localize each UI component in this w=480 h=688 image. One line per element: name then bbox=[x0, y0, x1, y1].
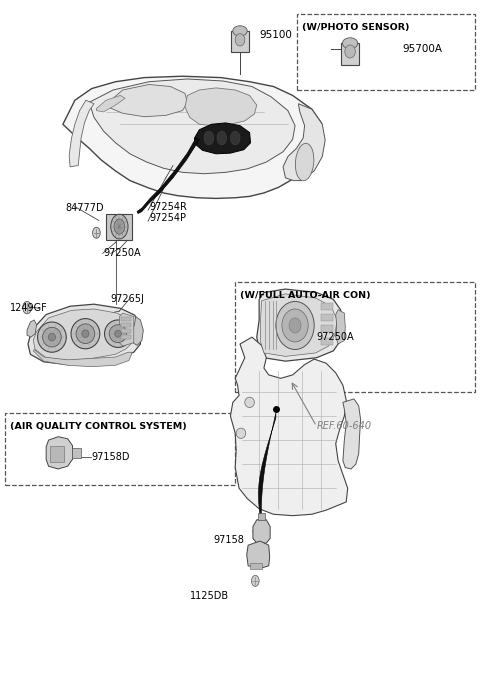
Text: (W/FULL AUTO-AIR CON): (W/FULL AUTO-AIR CON) bbox=[240, 291, 371, 300]
Ellipse shape bbox=[282, 309, 308, 342]
Polygon shape bbox=[69, 100, 94, 167]
Ellipse shape bbox=[235, 34, 245, 46]
Polygon shape bbox=[283, 104, 325, 180]
Bar bbox=[322, 314, 333, 321]
Polygon shape bbox=[33, 350, 132, 367]
Circle shape bbox=[93, 227, 100, 238]
Bar bbox=[121, 329, 131, 333]
Polygon shape bbox=[120, 313, 134, 346]
Ellipse shape bbox=[115, 330, 121, 337]
Bar bbox=[121, 316, 131, 321]
Bar bbox=[340, 43, 359, 65]
Bar bbox=[121, 335, 131, 339]
Bar bbox=[322, 338, 333, 345]
Polygon shape bbox=[185, 88, 257, 126]
Ellipse shape bbox=[48, 334, 56, 341]
Circle shape bbox=[111, 214, 128, 239]
Ellipse shape bbox=[43, 327, 61, 347]
Text: 97254R: 97254R bbox=[149, 202, 187, 212]
Polygon shape bbox=[343, 399, 360, 469]
Ellipse shape bbox=[276, 301, 314, 350]
Text: 1249GF: 1249GF bbox=[10, 303, 48, 313]
Circle shape bbox=[23, 301, 31, 314]
Text: 97250A: 97250A bbox=[317, 332, 354, 342]
Polygon shape bbox=[28, 304, 141, 365]
Bar bbox=[106, 213, 132, 239]
Bar bbox=[235, 282, 475, 392]
Polygon shape bbox=[27, 320, 36, 337]
Bar bbox=[72, 449, 81, 458]
Polygon shape bbox=[33, 309, 134, 361]
Polygon shape bbox=[253, 519, 270, 543]
Text: 1125DB: 1125DB bbox=[190, 591, 229, 601]
Text: 97250A: 97250A bbox=[104, 248, 141, 259]
Bar bbox=[5, 413, 235, 485]
Polygon shape bbox=[230, 337, 348, 515]
Polygon shape bbox=[257, 289, 343, 361]
Polygon shape bbox=[63, 76, 324, 198]
Ellipse shape bbox=[236, 428, 246, 438]
Polygon shape bbox=[137, 138, 199, 213]
Circle shape bbox=[252, 575, 259, 586]
Circle shape bbox=[230, 131, 240, 145]
Ellipse shape bbox=[233, 25, 247, 36]
Circle shape bbox=[114, 219, 125, 234]
Polygon shape bbox=[96, 96, 125, 112]
Text: 97158: 97158 bbox=[214, 535, 244, 545]
Ellipse shape bbox=[245, 397, 254, 407]
Text: 97158D: 97158D bbox=[92, 451, 130, 462]
Polygon shape bbox=[132, 316, 144, 345]
Text: 95100: 95100 bbox=[259, 30, 292, 40]
Ellipse shape bbox=[37, 322, 66, 352]
Polygon shape bbox=[336, 310, 345, 344]
Text: (W/PHOTO SENSOR): (W/PHOTO SENSOR) bbox=[302, 23, 410, 32]
Bar bbox=[258, 513, 265, 519]
Circle shape bbox=[217, 131, 227, 145]
Circle shape bbox=[204, 131, 214, 145]
Bar bbox=[322, 325, 333, 332]
Ellipse shape bbox=[105, 320, 132, 347]
Ellipse shape bbox=[71, 319, 100, 349]
Text: 84777D: 84777D bbox=[65, 203, 104, 213]
Ellipse shape bbox=[342, 38, 358, 49]
Ellipse shape bbox=[295, 143, 314, 181]
Polygon shape bbox=[194, 123, 251, 154]
Text: (AIR QUALITY CONTROL SYSTEM): (AIR QUALITY CONTROL SYSTEM) bbox=[10, 422, 187, 431]
Polygon shape bbox=[258, 413, 276, 530]
Text: 97254P: 97254P bbox=[149, 213, 186, 224]
Ellipse shape bbox=[82, 330, 89, 338]
Polygon shape bbox=[108, 85, 187, 117]
Text: 95700A: 95700A bbox=[403, 44, 443, 54]
Polygon shape bbox=[46, 437, 72, 469]
Text: 97265J: 97265J bbox=[111, 294, 144, 304]
Bar bbox=[298, 14, 475, 90]
Ellipse shape bbox=[345, 45, 355, 58]
Ellipse shape bbox=[289, 318, 301, 333]
Bar bbox=[250, 563, 262, 568]
Ellipse shape bbox=[76, 324, 95, 343]
Polygon shape bbox=[89, 79, 295, 174]
Polygon shape bbox=[261, 294, 337, 356]
Polygon shape bbox=[247, 541, 270, 568]
Ellipse shape bbox=[109, 325, 127, 343]
Bar bbox=[121, 323, 131, 327]
Text: REF.60-640: REF.60-640 bbox=[317, 421, 372, 431]
Bar bbox=[50, 446, 64, 462]
Bar bbox=[231, 31, 249, 52]
Bar bbox=[322, 303, 333, 310]
